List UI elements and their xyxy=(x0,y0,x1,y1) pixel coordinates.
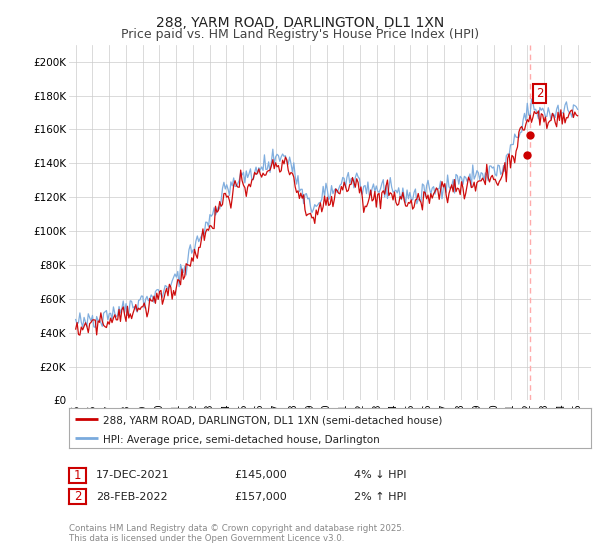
Text: 4% ↓ HPI: 4% ↓ HPI xyxy=(354,470,407,480)
Text: 2% ↑ HPI: 2% ↑ HPI xyxy=(354,492,407,502)
Text: 288, YARM ROAD, DARLINGTON, DL1 1XN (semi-detached house): 288, YARM ROAD, DARLINGTON, DL1 1XN (sem… xyxy=(103,416,442,426)
Text: Price paid vs. HM Land Registry's House Price Index (HPI): Price paid vs. HM Land Registry's House … xyxy=(121,28,479,41)
Text: 2: 2 xyxy=(536,87,543,100)
Text: 17-DEC-2021: 17-DEC-2021 xyxy=(96,470,170,480)
Text: Contains HM Land Registry data © Crown copyright and database right 2025.
This d: Contains HM Land Registry data © Crown c… xyxy=(69,524,404,543)
Text: 28-FEB-2022: 28-FEB-2022 xyxy=(96,492,167,502)
Text: 1: 1 xyxy=(74,469,81,482)
Text: 2: 2 xyxy=(74,490,81,503)
Text: HPI: Average price, semi-detached house, Darlington: HPI: Average price, semi-detached house,… xyxy=(103,435,380,445)
Text: £157,000: £157,000 xyxy=(234,492,287,502)
Text: £145,000: £145,000 xyxy=(234,470,287,480)
Text: 288, YARM ROAD, DARLINGTON, DL1 1XN: 288, YARM ROAD, DARLINGTON, DL1 1XN xyxy=(156,16,444,30)
